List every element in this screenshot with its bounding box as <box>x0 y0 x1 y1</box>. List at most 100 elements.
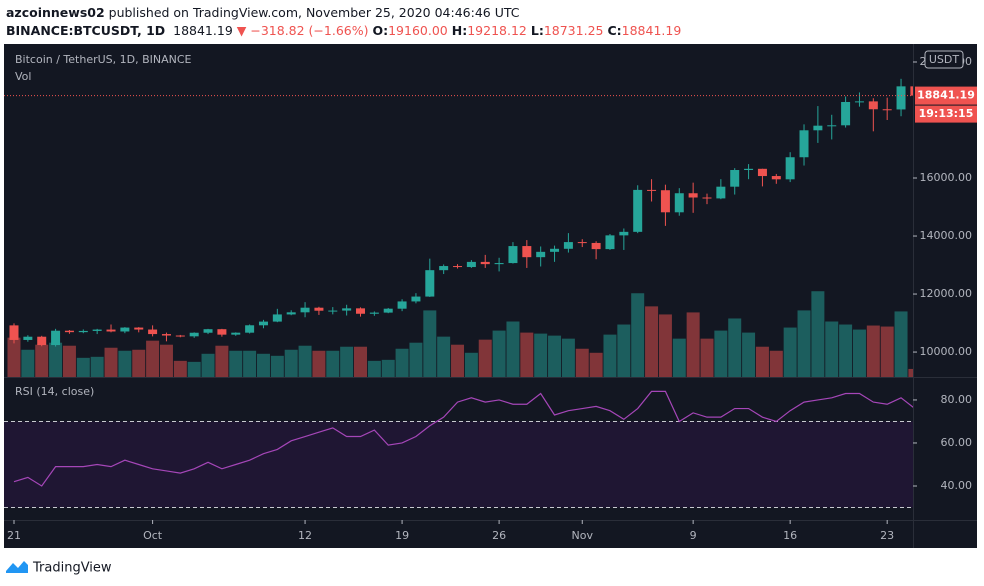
candle-body <box>9 325 19 340</box>
candle-body <box>189 332 199 337</box>
candle-body <box>106 329 116 332</box>
candle-body <box>896 86 906 110</box>
volume-bar <box>284 349 298 377</box>
volume-bar <box>492 330 506 377</box>
y-tick-label: 16000.00 <box>920 171 973 184</box>
candle-body <box>757 168 767 177</box>
volume-bar <box>880 326 894 377</box>
volume-bar <box>173 360 187 377</box>
x-tick-label: 19 <box>395 529 409 542</box>
l-label: L: <box>530 23 544 38</box>
candle-body <box>716 186 726 199</box>
candle-body <box>647 189 657 191</box>
candle-body <box>369 312 379 314</box>
volume-bar <box>381 359 395 377</box>
last-price-box <box>915 86 977 105</box>
candle-body <box>660 190 670 213</box>
candle-body <box>286 312 296 315</box>
candle-body <box>868 101 878 110</box>
volume-bar <box>769 350 783 377</box>
publish-line: azcoinnews02 published on TradingView.co… <box>6 4 681 22</box>
volume-bar <box>728 318 742 377</box>
candle-body <box>439 266 449 271</box>
volume-bar <box>866 325 880 377</box>
volume-bar <box>548 335 562 377</box>
plot <box>7 78 913 487</box>
volume-bar <box>395 348 409 377</box>
x-tick-label: Oct <box>143 529 163 542</box>
volume-bar <box>852 329 866 377</box>
chart-title: Bitcoin / TetherUS, 1D, BINANCE <box>15 53 192 66</box>
candle-body <box>383 308 393 313</box>
volume-bar <box>672 338 686 377</box>
candle-body <box>785 157 795 180</box>
footer-logo: TradingView <box>6 561 112 576</box>
x-tick-label: 12 <box>298 529 312 542</box>
volume-bar <box>7 337 21 377</box>
volume-bar <box>409 342 423 377</box>
candle-body <box>92 329 102 331</box>
x-tick-label: 9 <box>690 529 697 542</box>
candle-body <box>411 296 421 302</box>
candle-body <box>148 329 158 335</box>
volume-bar <box>908 368 913 377</box>
candle-body <box>688 193 698 198</box>
candle-body <box>258 321 268 326</box>
last: 18841.19 <box>173 23 233 38</box>
candle-body <box>591 242 601 250</box>
y-tick-label: 12000.00 <box>920 287 973 300</box>
candle-body <box>453 266 463 268</box>
volume-bar <box>714 330 728 377</box>
volume-bar <box>298 345 312 377</box>
volume-bar <box>755 346 769 377</box>
header: azcoinnews02 published on TradingView.co… <box>6 4 681 40</box>
volume-bar <box>229 350 243 377</box>
rsi-tick-label: 60.00 <box>941 436 973 449</box>
volume-label: Vol <box>15 70 31 83</box>
candle-body <box>328 310 338 312</box>
volume-bar <box>451 344 465 377</box>
volume-bar <box>146 340 160 377</box>
candle-body <box>702 197 712 199</box>
volume-bar <box>700 338 714 377</box>
volume-bar <box>132 349 146 377</box>
volume-bar <box>589 352 603 377</box>
x-tick-label: 16 <box>783 529 797 542</box>
x-tick-label: Nov <box>572 529 594 542</box>
volume-bar <box>215 345 229 377</box>
candle-body <box>563 242 573 249</box>
volume-bar <box>561 338 575 377</box>
candle-body <box>605 235 615 250</box>
volume-bar <box>797 310 811 377</box>
candle-body <box>78 330 88 333</box>
volume-bar <box>159 344 173 377</box>
candle-body <box>882 109 892 111</box>
volume-bar <box>437 336 451 377</box>
volume-bar <box>631 293 645 377</box>
volume-bar <box>520 332 534 377</box>
volume-bar <box>21 349 35 377</box>
c: 18841.19 <box>621 23 682 38</box>
candle-body <box>342 308 352 311</box>
c-label: C: <box>607 23 622 38</box>
logo-icon <box>6 561 28 573</box>
candle-body <box>550 248 560 252</box>
volume-bar <box>464 352 478 377</box>
volume-bar <box>62 345 76 377</box>
candle-body <box>245 325 255 333</box>
volume-bar <box>312 350 326 377</box>
candle-body <box>231 332 241 335</box>
candle-body <box>730 170 740 187</box>
volume-bar <box>658 314 672 377</box>
volume-bar <box>104 347 118 377</box>
volume-bar <box>256 353 270 377</box>
candle-body <box>397 301 407 309</box>
last-price-label: 18841.19 <box>917 89 975 102</box>
h-label: H: <box>451 23 468 38</box>
candle-body <box>161 334 171 336</box>
candle-body <box>522 246 532 258</box>
candle-body <box>64 330 74 333</box>
volume-bar <box>506 321 520 377</box>
published: published on TradingView.com, November 2… <box>108 5 520 20</box>
candle-body <box>37 336 47 346</box>
